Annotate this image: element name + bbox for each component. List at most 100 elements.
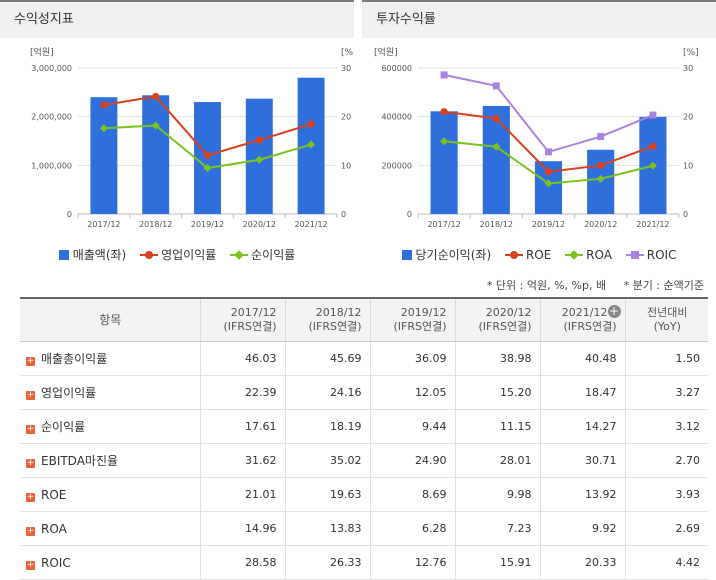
legend-item-roic[interactable]: ROIC: [625, 248, 676, 262]
header-2018: 2018/12 (IFRS연결): [284, 297, 370, 342]
row-label[interactable]: + EBITDA마진율: [20, 443, 200, 478]
right-tick-label: 0: [683, 210, 688, 219]
table-row: + 영업이익률 22.39 24.16 12.05 15.20 18.47 3.27: [20, 375, 708, 410]
table-cell: 8.69: [369, 477, 455, 512]
line-point: [648, 161, 657, 170]
table-cell: 21.01: [199, 477, 285, 512]
line-point: [203, 151, 212, 159]
row-label[interactable]: + 영업이익률: [20, 375, 200, 410]
header-2020: 2020/12 (IFRS연결): [454, 297, 540, 342]
table-cell: 6.28: [369, 511, 455, 546]
table-cell: 38.98: [454, 341, 540, 376]
legend-item-roa[interactable]: ROA: [565, 248, 612, 262]
legend-item-net-margin[interactable]: 순이익률: [230, 248, 295, 262]
table-cell: 3.93: [624, 477, 708, 512]
panel-title: 수익성지표: [0, 0, 354, 38]
legend-item-revenue[interactable]: 매출액(좌): [58, 248, 126, 262]
table-cell: 13.83: [284, 511, 370, 546]
diamond-marker-icon: [230, 250, 249, 260]
left-tick-label: 0: [407, 210, 412, 219]
header-2019: 2019/12 (IFRS연결): [369, 297, 455, 342]
legend-item-net-income[interactable]: 당기순이익(좌): [401, 248, 491, 262]
right-tick-label: 10: [341, 161, 351, 170]
table-header-row: 항목 2017/12 (IFRS연결) 2018/12 (IFRS연결) 2019/…: [20, 297, 708, 342]
line-point: [440, 71, 448, 79]
x-tick-label: 2019/12: [532, 220, 565, 229]
table-cell: 2.70: [624, 443, 708, 478]
bar: [90, 97, 118, 214]
bar-swatch-icon: [58, 250, 69, 260]
investment-return-chart: [억원] [%] 0 200000 400000 600000 0 10 20 30 2017/12…: [374, 46, 699, 229]
table-cell: 13.92: [539, 477, 625, 512]
profitability-chart: [억원] [%] 0 1,000,000 2,000,000 3,000,000 0 10 20…: [30, 46, 354, 229]
table-row: + 순이익률 17.61 18.19 9.44 11.15 14.27 3.12: [20, 409, 708, 444]
circle-marker-icon: [140, 250, 159, 260]
left-tick-label: 200000: [381, 161, 412, 170]
table-cell: 15.91: [454, 545, 540, 580]
line-point: [649, 142, 657, 150]
row-label[interactable]: + ROA: [20, 511, 200, 546]
expand-plus-icon[interactable]: +: [26, 491, 35, 502]
table-cell: 30.71: [539, 443, 625, 478]
header-item: 항목: [20, 297, 200, 342]
table-cell: 28.58: [199, 545, 285, 580]
table-cell: 18.19: [284, 409, 370, 444]
expand-plus-icon[interactable]: +: [26, 356, 35, 366]
table-cell: 11.15: [454, 409, 540, 444]
expand-plus-icon[interactable]: +: [26, 458, 35, 468]
x-tick-label: 2018/12: [139, 220, 172, 229]
x-tick-label: 2020/12: [243, 220, 276, 229]
expand-plus-icon[interactable]: +: [26, 390, 35, 400]
table-cell: 17.61: [199, 409, 285, 444]
right-tick-label: 30: [683, 64, 693, 73]
table-cell: 46.03: [199, 341, 285, 376]
table-cell: 28.01: [454, 443, 540, 478]
expand-plus-icon[interactable]: +: [26, 424, 35, 434]
x-tick-label: 2021/12: [636, 220, 669, 229]
line-point: [492, 114, 500, 123]
line-point: [255, 136, 263, 144]
table-cell: 36.09: [369, 341, 455, 376]
table-row: + ROA 14.96 13.83 6.28 7.23 9.92 2.69: [20, 511, 708, 546]
left-tick-label: 0: [67, 210, 72, 219]
table-cell: 18.47: [539, 375, 625, 410]
line-point: [255, 155, 264, 164]
legend-item-operating-margin[interactable]: 영업이익률: [140, 248, 216, 262]
x-tick-label: 2017/12: [427, 220, 460, 229]
expand-plus-icon[interactable]: +: [26, 559, 35, 570]
row-label[interactable]: + ROE: [20, 477, 200, 512]
quarter-note: * 분기 : 순액기준: [623, 279, 704, 292]
line-point: [152, 92, 160, 101]
line-point: [151, 121, 160, 130]
table-row: + ROIC 28.58 26.33 12.76 15.91 20.33 4.42: [20, 545, 708, 580]
profitability-panel: 수익성지표 [억원] [%] 0 1,000,000 2,000,000 3,000,00…: [0, 0, 354, 263]
table-row: + EBITDA마진율 31.62 35.02 24.90 28.01 30.71 2.70: [20, 443, 708, 478]
table-row: + ROE 21.01 19.63 8.69 9.98 13.92 3.93: [20, 477, 708, 512]
table-cell: 2.69: [624, 511, 708, 546]
table-cell: 40.48: [539, 341, 625, 376]
header-2021: +2021/12 (IFRS연결): [539, 297, 625, 342]
line-point: [440, 137, 449, 146]
line-point: [597, 161, 605, 170]
x-tick-label: 2020/12: [584, 220, 617, 229]
panel-title: 투자수익률: [362, 0, 716, 38]
right-tick-label: 20: [341, 113, 351, 122]
row-label[interactable]: + 순이익률: [20, 409, 200, 444]
x-tick-label: 2019/12: [191, 220, 224, 229]
expand-plus-icon[interactable]: +: [26, 525, 35, 536]
table-cell: 9.44: [369, 409, 455, 444]
line-point: [100, 101, 108, 109]
right-tick-label: 20: [683, 113, 693, 122]
table-cell: 12.76: [369, 545, 455, 580]
left-tick-label: 3,000,000: [31, 64, 72, 73]
x-tick-label: 2021/12: [294, 220, 327, 229]
legend-item-roe[interactable]: ROE: [504, 248, 551, 262]
left-tick-label: 400000: [381, 113, 412, 122]
row-label[interactable]: + ROIC: [20, 545, 200, 580]
header-2017: 2017/12 (IFRS연결): [199, 297, 285, 342]
header-yoy: 전년대비 (YoY): [624, 297, 708, 342]
expand-columns-icon[interactable]: +: [607, 304, 621, 318]
diamond-marker-icon: [565, 250, 584, 260]
row-label[interactable]: + 매출총이익률: [20, 341, 200, 376]
chart-legend: 매출액(좌) 영업이익률 순이익률: [0, 246, 354, 263]
